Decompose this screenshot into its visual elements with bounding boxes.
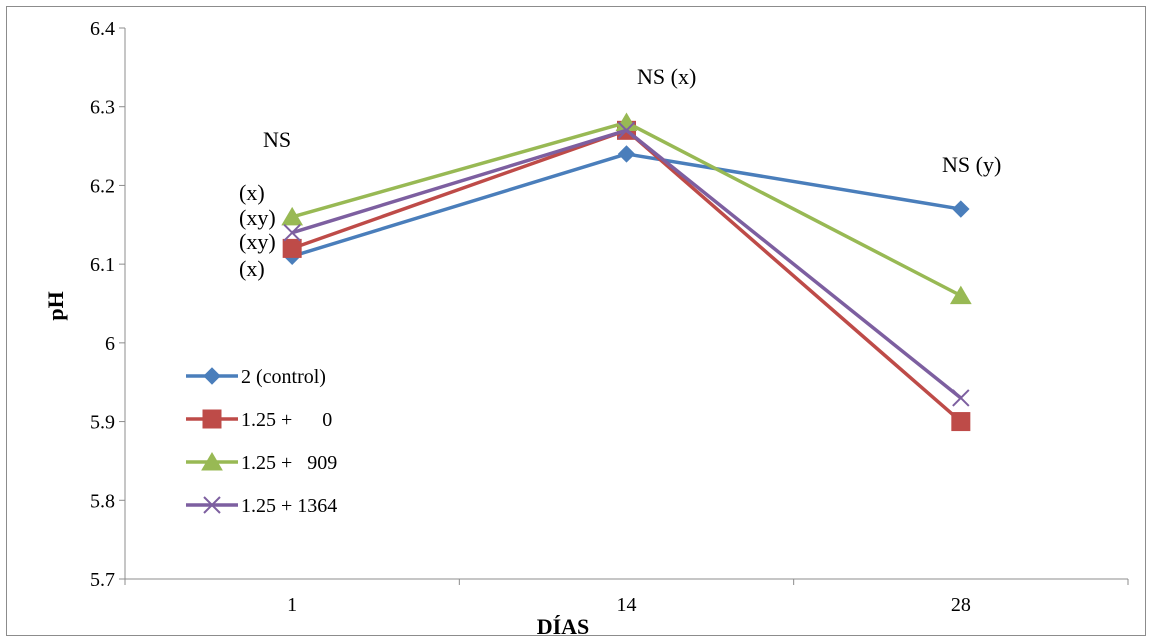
x-axis: 1 14 28 [124, 578, 1129, 616]
annotation-day1-label-4: (x) [239, 256, 265, 281]
y-axis-title: pH [43, 291, 68, 320]
legend-item: 1.25 + 1364 [186, 495, 337, 517]
series-line [291, 128, 962, 400]
y-tick-label: 6 [105, 333, 115, 355]
series-2 [282, 120, 971, 432]
legend-swatch-marker [203, 367, 221, 385]
annotation-day14: NS (x) [637, 64, 696, 89]
series-4 [283, 121, 970, 407]
legend-label: 1.25 + 909 [241, 452, 337, 474]
series-layer [281, 112, 972, 432]
x-tick-label: 14 [617, 594, 637, 616]
legend-swatch-marker [203, 496, 221, 514]
y-axis: 5.7 5.8 5.9 6 6.1 6.2 6.3 6.4 [90, 18, 126, 591]
annotation-day28: NS (y) [942, 152, 1001, 177]
annotation-day1-label-2: (xy) [239, 205, 276, 230]
legend-label: 2 (control) [241, 366, 326, 388]
series-3 [281, 112, 972, 305]
y-tick-label: 6.1 [90, 254, 115, 276]
x-axis-title: DÍAS [537, 614, 590, 638]
annotation-day1-label-3: (xy) [239, 229, 276, 254]
series-line [291, 128, 962, 423]
legend-label: 1.25 + 0 [241, 409, 332, 431]
y-tick-label: 5.8 [90, 490, 115, 512]
legend-item: 2 (control) [186, 366, 326, 388]
legend-item: 1.25 + 909 [186, 452, 337, 474]
legend: 2 (control) 1.25 + 0 1.25 + 909 1.25 + 1364 [186, 366, 337, 517]
annotation-day1-header: NS [263, 127, 291, 152]
data-point [281, 206, 304, 226]
data-point [617, 121, 636, 140]
series-line [291, 152, 962, 258]
data-point [282, 238, 302, 258]
annotations: NS (x) (xy) (xy) (x) NS (x) NS (y) [239, 64, 1001, 281]
data-point [952, 200, 970, 218]
y-tick-label: 6.3 [90, 97, 115, 119]
data-point [952, 389, 970, 407]
legend-swatch-marker [201, 452, 223, 471]
annotation-day1-label-1: (x) [239, 180, 265, 205]
legend-item: 1.25 + 0 [186, 409, 332, 431]
legend-swatch-marker [202, 409, 222, 429]
x-tick-label: 1 [287, 594, 297, 616]
data-point [617, 145, 636, 163]
chart-frame [6, 6, 1146, 636]
data-point [949, 285, 972, 305]
y-tick-label: 5.9 [90, 412, 115, 434]
legend-label: 1.25 + 1364 [241, 495, 337, 517]
y-tick-label: 6.2 [90, 175, 115, 197]
y-tick-label: 5.7 [90, 569, 115, 591]
data-point [951, 412, 971, 432]
y-tick-label: 6.4 [90, 18, 115, 40]
data-point [283, 223, 301, 242]
x-tick-label: 28 [951, 594, 971, 616]
